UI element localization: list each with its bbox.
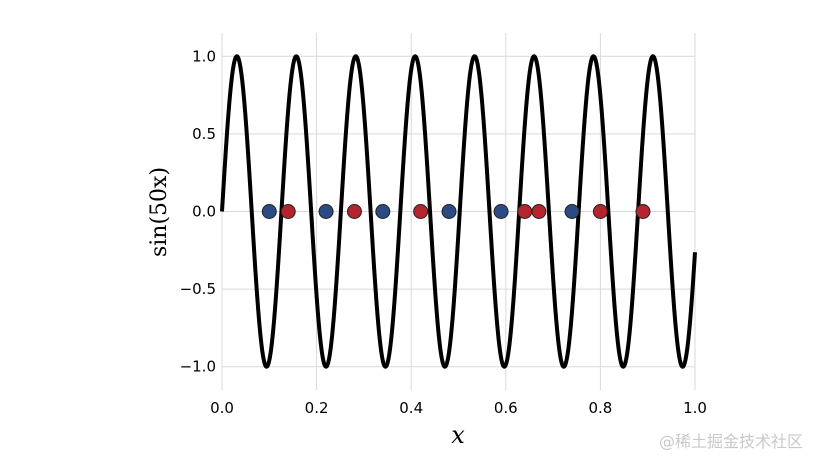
y-tick-label: 0.0 <box>192 203 216 221</box>
scatter-point <box>517 204 533 219</box>
x-tick-label: 0.6 <box>494 399 518 417</box>
y-tick-label: 0.5 <box>192 125 216 143</box>
scatter-point <box>413 204 429 219</box>
scatter-point <box>346 204 362 219</box>
y-tick-label: −1.0 <box>180 358 216 376</box>
x-axis-label: x <box>451 421 465 449</box>
scatter-point <box>493 204 509 219</box>
scatter-point <box>375 204 391 219</box>
x-tick-label: 0.2 <box>305 399 329 417</box>
x-tick-label: 0.0 <box>210 399 234 417</box>
y-axis-label: sin(50x) <box>147 167 172 257</box>
y-tick-label: −0.5 <box>180 280 216 298</box>
y-tick-label: 1.0 <box>192 47 216 65</box>
scatter-point <box>592 204 608 219</box>
scatter-point <box>635 204 651 219</box>
scatter-point <box>531 204 547 219</box>
y-tick-labels: −1.0 −0.5 0.0 0.5 1.0 <box>180 47 216 375</box>
scatter-point <box>280 204 296 219</box>
sine-curve-layer <box>220 54 697 369</box>
scatter-point <box>318 204 334 219</box>
scatter-point <box>564 204 580 219</box>
x-tick-labels: 0.0 0.2 0.4 0.6 0.8 1.0 <box>210 399 707 417</box>
scatter-points-layer <box>261 204 651 219</box>
watermark: @稀土掘金技术社区 <box>658 432 803 451</box>
sine-curve <box>220 54 697 369</box>
x-tick-label: 1.0 <box>683 399 707 417</box>
scatter-point <box>261 204 277 219</box>
x-tick-label: 0.4 <box>399 399 423 417</box>
x-tick-label: 0.8 <box>588 399 612 417</box>
scatter-point <box>441 204 457 219</box>
